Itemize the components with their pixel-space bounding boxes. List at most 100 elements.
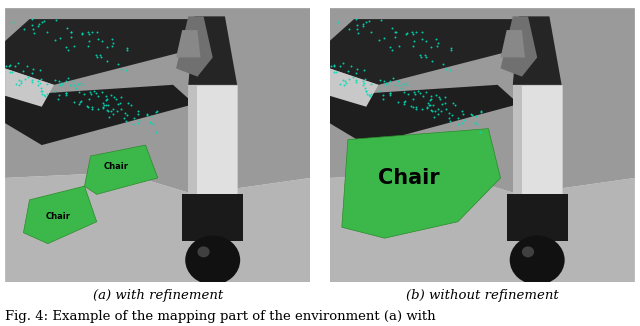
Point [437, 101, 447, 106]
Point [132, 108, 143, 113]
Point [98, 106, 108, 111]
Point [104, 115, 114, 120]
Point [111, 97, 121, 102]
Point [83, 96, 93, 101]
Point [116, 66, 126, 71]
Point [61, 92, 71, 97]
Point [444, 115, 454, 121]
Point [13, 78, 24, 83]
Point [15, 79, 26, 84]
Point [402, 82, 412, 88]
Point [385, 44, 396, 50]
Point [417, 36, 428, 41]
Point [86, 105, 97, 110]
Point [115, 100, 125, 105]
Point [385, 92, 396, 97]
Text: Chair: Chair [378, 168, 440, 188]
Point [378, 96, 388, 102]
Point [397, 82, 408, 87]
Polygon shape [500, 16, 537, 77]
Point [71, 85, 81, 91]
Point [54, 92, 64, 97]
Point [132, 120, 143, 125]
Point [326, 63, 336, 68]
Point [418, 93, 428, 98]
Point [374, 37, 385, 42]
Point [76, 98, 86, 104]
Point [431, 43, 442, 48]
Point [358, 21, 368, 26]
Point [421, 89, 431, 95]
Point [76, 32, 86, 37]
Point [381, 82, 392, 87]
Point [19, 26, 29, 32]
Point [433, 40, 443, 45]
Point [28, 27, 38, 32]
Point [56, 81, 67, 86]
Point [434, 95, 444, 100]
Point [82, 103, 92, 108]
Point [27, 80, 37, 85]
Polygon shape [342, 129, 500, 238]
Circle shape [522, 246, 534, 257]
Point [103, 102, 113, 108]
Point [441, 107, 451, 112]
Point [351, 17, 362, 22]
Polygon shape [188, 85, 237, 200]
Point [16, 80, 26, 85]
Point [113, 101, 123, 106]
Point [379, 36, 389, 41]
Circle shape [509, 235, 564, 285]
Point [88, 88, 99, 93]
Point [107, 37, 117, 42]
Point [146, 113, 156, 118]
Point [470, 119, 480, 124]
Point [476, 110, 486, 115]
Point [63, 47, 73, 52]
Point [69, 83, 79, 88]
Point [54, 79, 64, 84]
Point [93, 107, 103, 112]
Point [470, 121, 481, 126]
Point [366, 92, 376, 97]
Point [351, 77, 362, 82]
Point [360, 76, 371, 82]
Point [152, 109, 162, 114]
Point [396, 85, 406, 91]
Point [4, 64, 14, 69]
Point [426, 108, 436, 113]
Point [420, 54, 431, 59]
Point [435, 97, 445, 102]
Point [122, 112, 132, 117]
Point [446, 45, 456, 51]
Point [378, 79, 388, 84]
Point [68, 100, 79, 105]
Point [366, 30, 376, 35]
Point [39, 18, 49, 23]
Point [107, 43, 117, 48]
Point [399, 99, 410, 104]
Polygon shape [84, 145, 157, 194]
Point [346, 63, 356, 68]
Point [120, 110, 130, 115]
Point [400, 80, 410, 85]
Point [352, 27, 362, 32]
Point [447, 100, 458, 105]
Polygon shape [5, 8, 310, 194]
Point [51, 18, 61, 23]
Point [440, 100, 450, 105]
Point [61, 79, 71, 84]
Point [440, 95, 450, 100]
Point [362, 91, 372, 96]
Point [413, 88, 423, 93]
Point [360, 89, 371, 94]
Point [65, 83, 76, 88]
Point [476, 109, 486, 114]
Point [106, 108, 116, 113]
Point [102, 58, 113, 63]
Point [146, 121, 156, 126]
Point [95, 52, 106, 58]
Point [351, 71, 361, 76]
Point [103, 109, 113, 114]
Polygon shape [330, 19, 549, 85]
